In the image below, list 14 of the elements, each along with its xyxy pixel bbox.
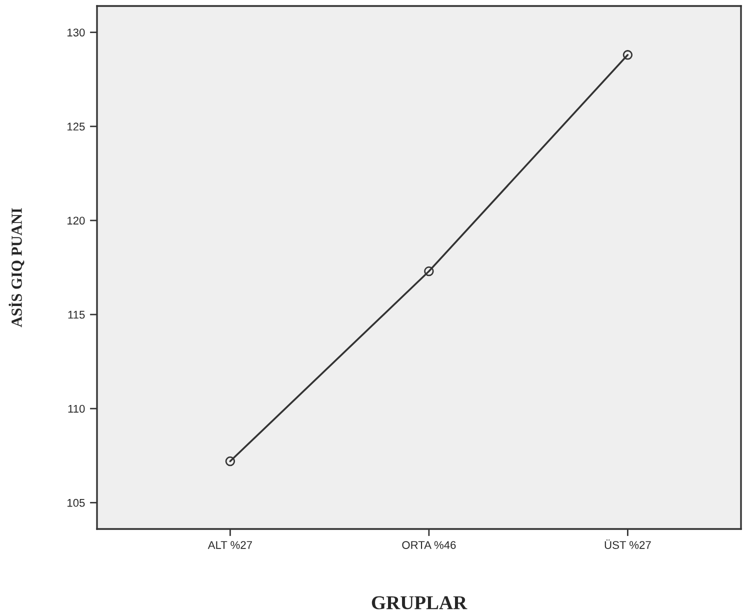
- y-tick-label: 115: [68, 310, 85, 319]
- point: [225, 456, 236, 466]
- x-tick-label: ORTA %46: [402, 541, 456, 549]
- y-tick-label: 110: [68, 404, 85, 413]
- x-axis-title: GRUPLAR: [372, 596, 468, 610]
- y-tick-label: 125: [68, 122, 85, 131]
- x-tick-label: ÜST %27: [604, 540, 651, 549]
- y-tick-label: 105: [68, 498, 85, 507]
- x-tick-label: ALT %27: [208, 541, 252, 549]
- y-tick-label: 130: [68, 28, 85, 36]
- y-tick-label: 120: [68, 216, 85, 225]
- point: [622, 50, 633, 60]
- point: [424, 266, 434, 276]
- y-axis-title: ASİS GIQ PUANI: [8, 208, 24, 328]
